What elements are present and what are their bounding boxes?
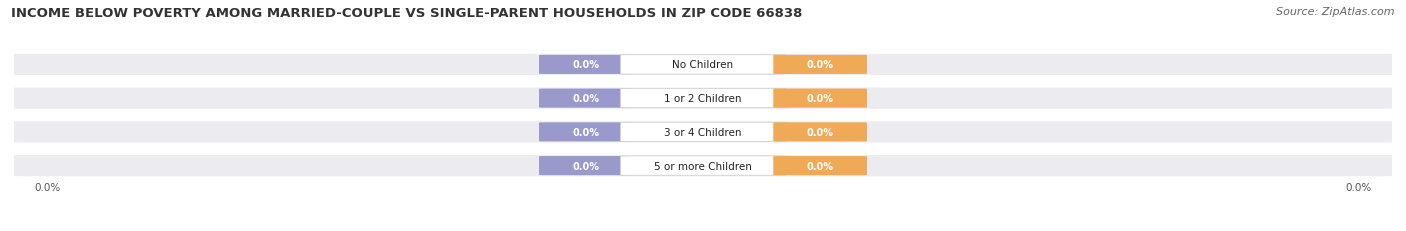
Text: 0.0%: 0.0% bbox=[35, 182, 60, 192]
FancyBboxPatch shape bbox=[538, 123, 633, 142]
FancyBboxPatch shape bbox=[773, 156, 868, 175]
FancyBboxPatch shape bbox=[0, 54, 1406, 77]
Text: 5 or more Children: 5 or more Children bbox=[654, 161, 752, 171]
Text: 0.0%: 0.0% bbox=[807, 127, 834, 137]
FancyBboxPatch shape bbox=[538, 56, 633, 75]
FancyBboxPatch shape bbox=[773, 89, 868, 108]
Text: Source: ZipAtlas.com: Source: ZipAtlas.com bbox=[1277, 7, 1395, 17]
Text: 0.0%: 0.0% bbox=[807, 60, 834, 70]
Text: 0.0%: 0.0% bbox=[572, 60, 599, 70]
FancyBboxPatch shape bbox=[620, 156, 786, 176]
Text: 0.0%: 0.0% bbox=[572, 161, 599, 171]
Text: 0.0%: 0.0% bbox=[807, 94, 834, 104]
FancyBboxPatch shape bbox=[620, 55, 786, 75]
Text: INCOME BELOW POVERTY AMONG MARRIED-COUPLE VS SINGLE-PARENT HOUSEHOLDS IN ZIP COD: INCOME BELOW POVERTY AMONG MARRIED-COUPL… bbox=[11, 7, 803, 20]
FancyBboxPatch shape bbox=[0, 154, 1406, 177]
Text: No Children: No Children bbox=[672, 60, 734, 70]
Text: 0.0%: 0.0% bbox=[807, 161, 834, 171]
FancyBboxPatch shape bbox=[538, 156, 633, 175]
Text: 3 or 4 Children: 3 or 4 Children bbox=[664, 127, 742, 137]
FancyBboxPatch shape bbox=[620, 123, 786, 142]
FancyBboxPatch shape bbox=[0, 121, 1406, 144]
FancyBboxPatch shape bbox=[773, 56, 868, 75]
FancyBboxPatch shape bbox=[773, 123, 868, 142]
FancyBboxPatch shape bbox=[538, 89, 633, 108]
Text: 0.0%: 0.0% bbox=[1346, 182, 1371, 192]
Text: 1 or 2 Children: 1 or 2 Children bbox=[664, 94, 742, 104]
Text: 0.0%: 0.0% bbox=[572, 94, 599, 104]
FancyBboxPatch shape bbox=[0, 87, 1406, 110]
FancyBboxPatch shape bbox=[620, 89, 786, 108]
Text: 0.0%: 0.0% bbox=[572, 127, 599, 137]
